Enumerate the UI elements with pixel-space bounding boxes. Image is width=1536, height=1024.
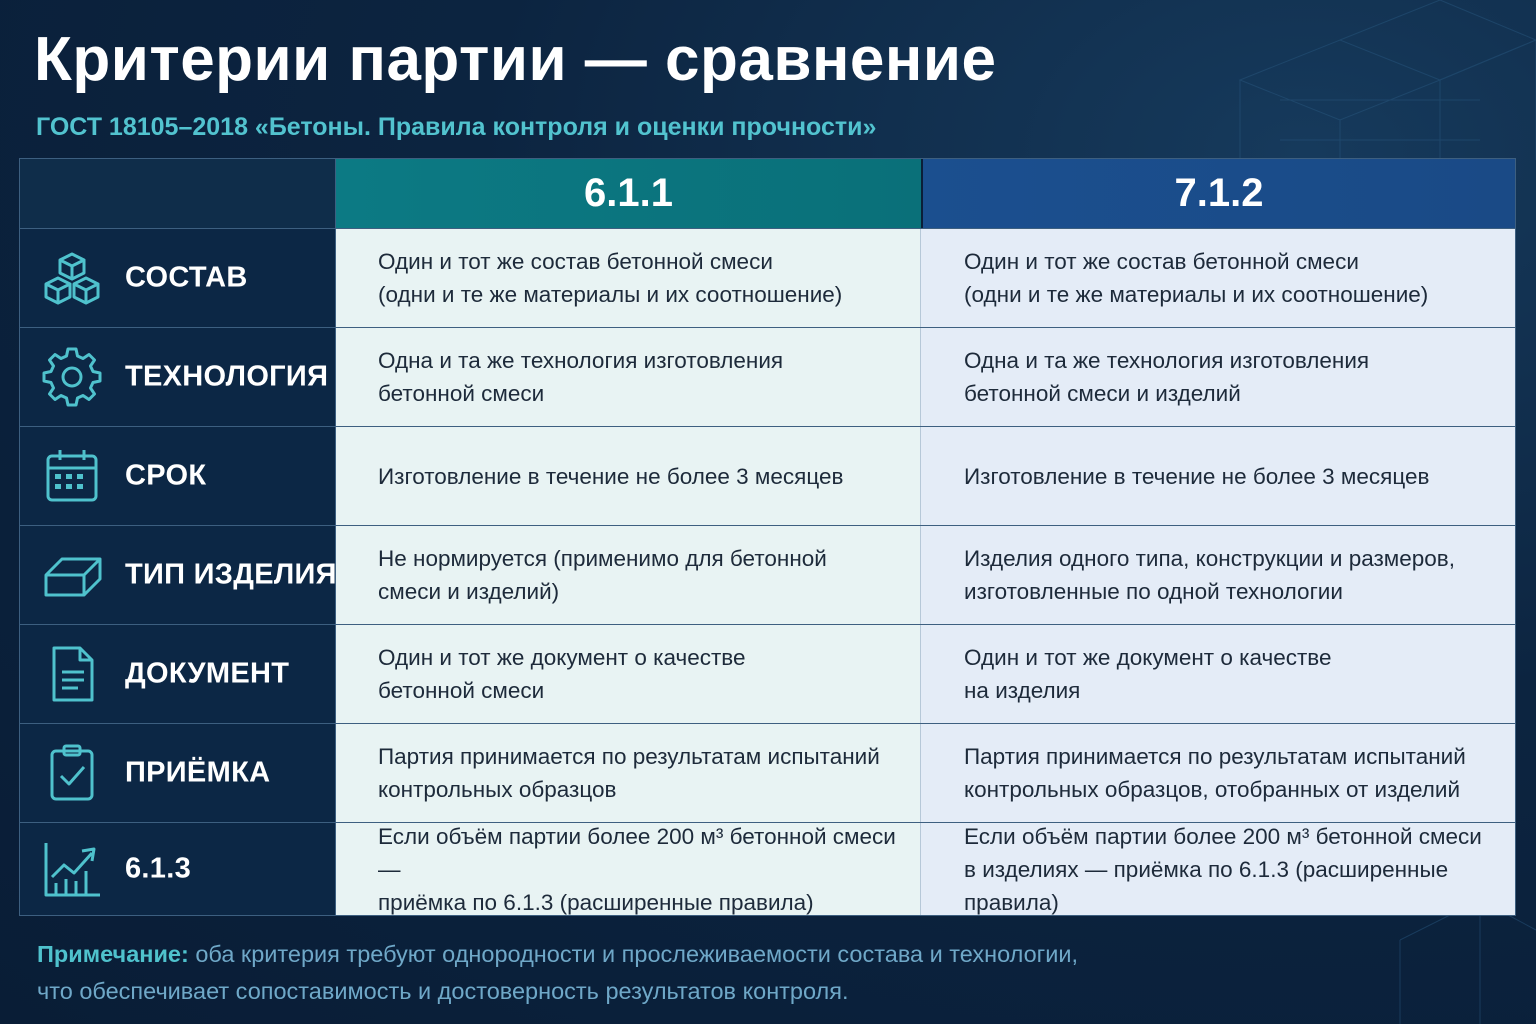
table-row: 6.1.3 Если объём партии более 200 м³ бет… bbox=[20, 822, 1515, 915]
cell-text: Если объём партии более 200 м³ бетонной … bbox=[964, 823, 1482, 915]
footnote: Примечание: оба критерия требуют однород… bbox=[37, 936, 1078, 1010]
cell-text: Одна и та же технология изготовления бет… bbox=[378, 348, 784, 406]
column-header-label: 7.1.2 bbox=[1174, 171, 1264, 215]
cell-text: Если объём партии более 200 м³ бетонной … bbox=[378, 823, 896, 915]
cell-6-1-1: Один и тот же документ о качестве бетонн… bbox=[336, 625, 921, 723]
cell-text: Один и тот же состав бетонной смеси (одн… bbox=[964, 249, 1429, 307]
cell-text: Партия принимается по результатам испыта… bbox=[964, 744, 1466, 802]
row-label-cell: СОСТАВ bbox=[20, 229, 336, 327]
cell-text: Изготовление в течение не более 3 месяце… bbox=[378, 463, 844, 489]
header-blank-cell bbox=[20, 159, 336, 228]
row-label-cell: ПРИЁМКА bbox=[20, 724, 336, 822]
cell-7-1-2: Если объём партии более 200 м³ бетонной … bbox=[921, 823, 1515, 915]
row-label: ТЕХНОЛОГИЯ bbox=[125, 360, 329, 393]
footnote-label: Примечание: bbox=[37, 941, 189, 967]
table-row: ПРИЁМКА Партия принимается по результата… bbox=[20, 723, 1515, 822]
calendar-icon bbox=[42, 446, 102, 506]
block-icon bbox=[42, 545, 102, 605]
cubes-icon bbox=[42, 248, 102, 308]
column-header-label: 6.1.1 bbox=[584, 171, 673, 215]
row-label: ДОКУМЕНТ bbox=[125, 657, 290, 690]
table-row: ТЕХНОЛОГИЯ Одна и та же технология изгот… bbox=[20, 327, 1515, 426]
cell-6-1-1: Одна и та же технология изготовления бет… bbox=[336, 328, 921, 426]
chart-growth-icon bbox=[42, 839, 102, 899]
table-row: ТИП ИЗДЕЛИЯ Не нормируется (применимо дл… bbox=[20, 525, 1515, 624]
cell-7-1-2: Партия принимается по результатам испыта… bbox=[921, 724, 1515, 822]
cell-6-1-1: Один и тот же состав бетонной смеси (одн… bbox=[336, 229, 921, 327]
cell-7-1-2: Изготовление в течение не более 3 месяце… bbox=[921, 427, 1515, 525]
gear-icon bbox=[42, 347, 102, 407]
footnote-text: оба критерия требуют однородности и прос… bbox=[37, 941, 1079, 1004]
cell-text: Изделия одного типа, конструкции и разме… bbox=[964, 546, 1456, 604]
row-label: СРОК bbox=[125, 459, 207, 492]
column-header-7-1-2: 7.1.2 bbox=[921, 159, 1515, 228]
row-label-cell: СРОК bbox=[20, 427, 336, 525]
cell-6-1-1: Если объём партии более 200 м³ бетонной … bbox=[336, 823, 921, 915]
cell-6-1-1: Не нормируется (применимо для бетонной с… bbox=[336, 526, 921, 624]
cell-text: Один и тот же документ о качестве на изд… bbox=[964, 645, 1332, 703]
table-row: ДОКУМЕНТ Один и тот же документ о качест… bbox=[20, 624, 1515, 723]
cell-text: Партия принимается по результатам испыта… bbox=[378, 744, 880, 802]
page-subtitle: ГОСТ 18105–2018 «Бетоны. Правила контрол… bbox=[36, 113, 877, 141]
cell-7-1-2: Один и тот же состав бетонной смеси (одн… bbox=[921, 229, 1515, 327]
cell-text: Одна и та же технология изготовления бет… bbox=[964, 348, 1370, 406]
row-label-cell: ТЕХНОЛОГИЯ bbox=[20, 328, 336, 426]
table-row: СОСТАВ Один и тот же состав бетонной сме… bbox=[20, 228, 1515, 327]
page-title: Критерии партии — сравнение bbox=[34, 25, 997, 94]
row-label-cell: ТИП ИЗДЕЛИЯ bbox=[20, 526, 337, 624]
cell-7-1-2: Изделия одного типа, конструкции и разме… bbox=[921, 526, 1515, 624]
column-header-6-1-1: 6.1.1 bbox=[336, 159, 921, 228]
cell-text: Не нормируется (применимо для бетонной с… bbox=[378, 546, 827, 604]
cell-text: Один и тот же состав бетонной смеси (одн… bbox=[378, 249, 843, 307]
row-label: ТИП ИЗДЕЛИЯ bbox=[125, 558, 337, 591]
comparison-table: 6.1.1 7.1.2 СОСТАВ Один и тот же состав … bbox=[19, 158, 1516, 916]
document-icon bbox=[42, 644, 102, 704]
cell-6-1-1: Изготовление в течение не более 3 месяце… bbox=[336, 427, 921, 525]
cell-6-1-1: Партия принимается по результатам испыта… bbox=[336, 724, 921, 822]
table-row: СРОК Изготовление в течение не более 3 м… bbox=[20, 426, 1515, 525]
cell-7-1-2: Одна и та же технология изготовления бет… bbox=[921, 328, 1515, 426]
row-label-cell: ДОКУМЕНТ bbox=[20, 625, 336, 723]
row-label: ПРИЁМКА bbox=[125, 756, 271, 789]
cell-7-1-2: Один и тот же документ о качестве на изд… bbox=[921, 625, 1515, 723]
cell-text: Один и тот же документ о качестве бетонн… bbox=[378, 645, 746, 703]
row-label-cell: 6.1.3 bbox=[20, 823, 336, 915]
row-label: СОСТАВ bbox=[125, 261, 248, 294]
cell-text: Изготовление в течение не более 3 месяце… bbox=[964, 463, 1430, 489]
row-label: 6.1.3 bbox=[125, 852, 191, 885]
clipboard-check-icon bbox=[42, 743, 102, 803]
